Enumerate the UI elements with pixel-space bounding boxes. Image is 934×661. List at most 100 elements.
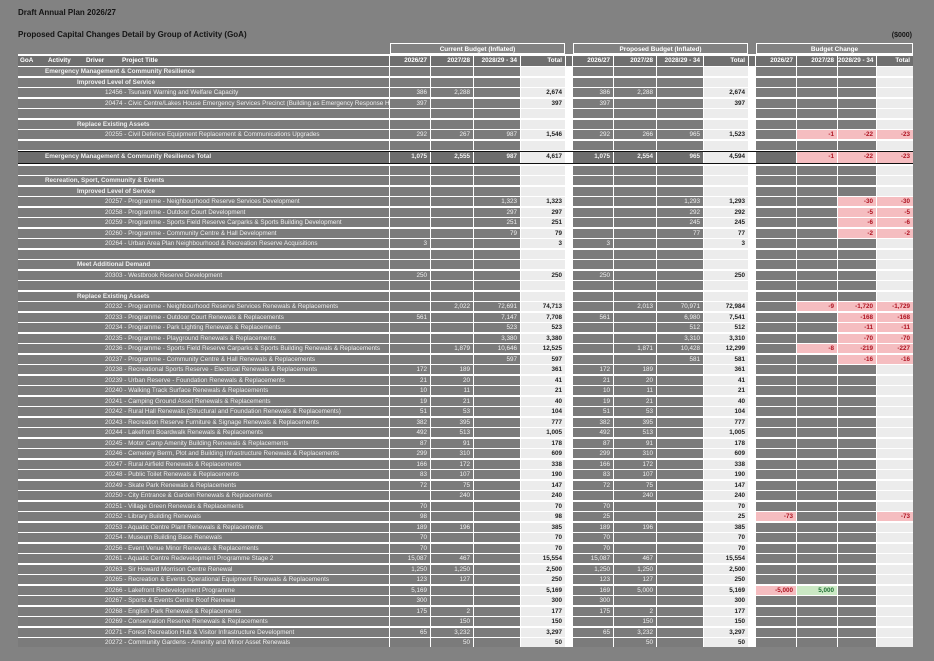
column-gap <box>749 176 755 185</box>
current-budget-cell <box>474 585 520 595</box>
budget-change-cell <box>838 98 876 108</box>
current-budget-cell: 361 <box>521 365 565 374</box>
budget-change-cell <box>797 140 837 150</box>
column-gap <box>749 239 755 248</box>
proposed-budget-cell <box>573 491 613 500</box>
budget-change-cell <box>797 459 837 469</box>
budget-change-cell <box>756 543 796 553</box>
budget-change-cell <box>877 98 913 108</box>
current-budget-cell: 382 <box>390 417 430 427</box>
current-budget-cell <box>521 281 565 290</box>
proposed-budget-cell <box>573 109 613 118</box>
current-budget-cell: 150 <box>431 617 473 626</box>
budget-change-cell <box>797 260 837 269</box>
current-budget-cell: 3,232 <box>431 627 473 637</box>
proposed-budget-cell <box>614 260 656 269</box>
proposed-budget-cell <box>657 67 703 76</box>
column-gap <box>749 67 755 76</box>
proposed-budget-cell <box>657 249 703 259</box>
current-budget-cell: 240 <box>521 491 565 500</box>
current-budget-cell: 79 <box>474 228 520 238</box>
current-budget-cell: 87 <box>390 438 430 448</box>
row-label: 20269 - Conservation Reserve Renewals & … <box>18 617 389 626</box>
budget-change-cell <box>877 417 913 427</box>
column-gap <box>749 208 755 217</box>
current-budget-cell: 15,554 <box>521 554 565 563</box>
budget-change-cell <box>838 638 876 647</box>
column-gap <box>566 638 572 647</box>
budget-change-cell <box>877 67 913 76</box>
row-label <box>18 165 389 175</box>
budget-change-cell <box>838 260 876 269</box>
column-header-year: Total <box>877 55 913 66</box>
table-row: 20258 - Programme - Outdoor Court Develo… <box>18 207 913 217</box>
current-budget-cell <box>390 354 430 364</box>
proposed-budget-cell: 3,310 <box>657 333 703 343</box>
proposed-budget-cell: 83 <box>573 470 613 479</box>
column-gap <box>566 397 572 406</box>
budget-change-cell <box>797 119 837 129</box>
proposed-budget-cell <box>614 323 656 332</box>
budget-change-cell <box>756 207 796 217</box>
proposed-budget-cell <box>657 396 703 406</box>
proposed-budget-cell: 12,299 <box>704 344 748 353</box>
column-gap <box>566 481 572 490</box>
table-row: 20269 - Conservation Reserve Renewals & … <box>18 617 913 626</box>
budget-change-cell <box>838 459 876 469</box>
proposed-budget-cell: 10 <box>573 386 613 395</box>
current-budget-cell: 21 <box>431 396 473 406</box>
current-budget-cell: 251 <box>521 218 565 227</box>
proposed-budget-cell <box>573 165 613 175</box>
current-budget-cell <box>431 119 473 129</box>
budget-change-cell <box>877 260 913 269</box>
column-header-year: 2028/29 - 34 <box>838 55 876 66</box>
column-gap <box>566 130 572 139</box>
proposed-budget-cell: 1,250 <box>614 564 656 574</box>
current-budget-cell <box>390 207 430 217</box>
column-gap <box>749 449 755 458</box>
proposed-budget-cell <box>573 119 613 129</box>
proposed-budget-cell: 3,232 <box>614 627 656 637</box>
proposed-budget-cell: 70,971 <box>657 302 703 311</box>
current-budget-cell <box>390 260 430 269</box>
budget-change-cell <box>797 109 837 118</box>
proposed-budget-cell <box>614 501 656 511</box>
table-row: Improved Level of Service <box>18 186 913 196</box>
proposed-budget-cell <box>657 428 703 437</box>
column-header-year: Total <box>704 55 748 66</box>
budget-change-cell: -30 <box>877 197 913 206</box>
budget-change-cell: -6 <box>877 218 913 227</box>
row-label: 20246 - Cemetery Berm, Plot and Building… <box>18 449 389 458</box>
column-gap <box>749 292 755 301</box>
budget-change-cell <box>838 533 876 542</box>
column-gap <box>749 418 755 427</box>
column-gap <box>566 229 572 238</box>
budget-change-cell <box>797 333 837 343</box>
proposed-budget-cell <box>657 627 703 637</box>
column-gap <box>566 512 572 521</box>
proposed-budget-cell <box>704 291 748 301</box>
current-budget-cell: 91 <box>431 438 473 448</box>
proposed-budget-cell <box>657 606 703 616</box>
current-budget-cell: 19 <box>390 396 430 406</box>
proposed-budget-cell <box>657 186 703 196</box>
current-budget-cell: 267 <box>431 130 473 139</box>
group-header-budget-change: Budget Change <box>756 43 913 54</box>
current-budget-cell: 523 <box>521 323 565 332</box>
budget-change-cell <box>877 176 913 185</box>
current-budget-cell <box>390 291 430 301</box>
budget-change-cell <box>756 480 796 490</box>
proposed-budget-cell: 25 <box>573 512 613 521</box>
table-row <box>18 249 913 259</box>
column-gap <box>566 491 572 500</box>
budget-change-cell <box>797 417 837 427</box>
budget-change-cell <box>756 354 796 364</box>
table-row <box>18 281 913 290</box>
table-row: 20474 - Civic Centre/Lakes House Emergen… <box>18 98 913 108</box>
budget-change-cell <box>838 67 876 76</box>
current-budget-cell: 297 <box>521 207 565 217</box>
current-budget-cell <box>390 119 430 129</box>
current-budget-cell <box>474 176 520 185</box>
table-row: 20235 - Programme - Playground Renewals … <box>18 333 913 343</box>
budget-change-cell <box>756 638 796 647</box>
